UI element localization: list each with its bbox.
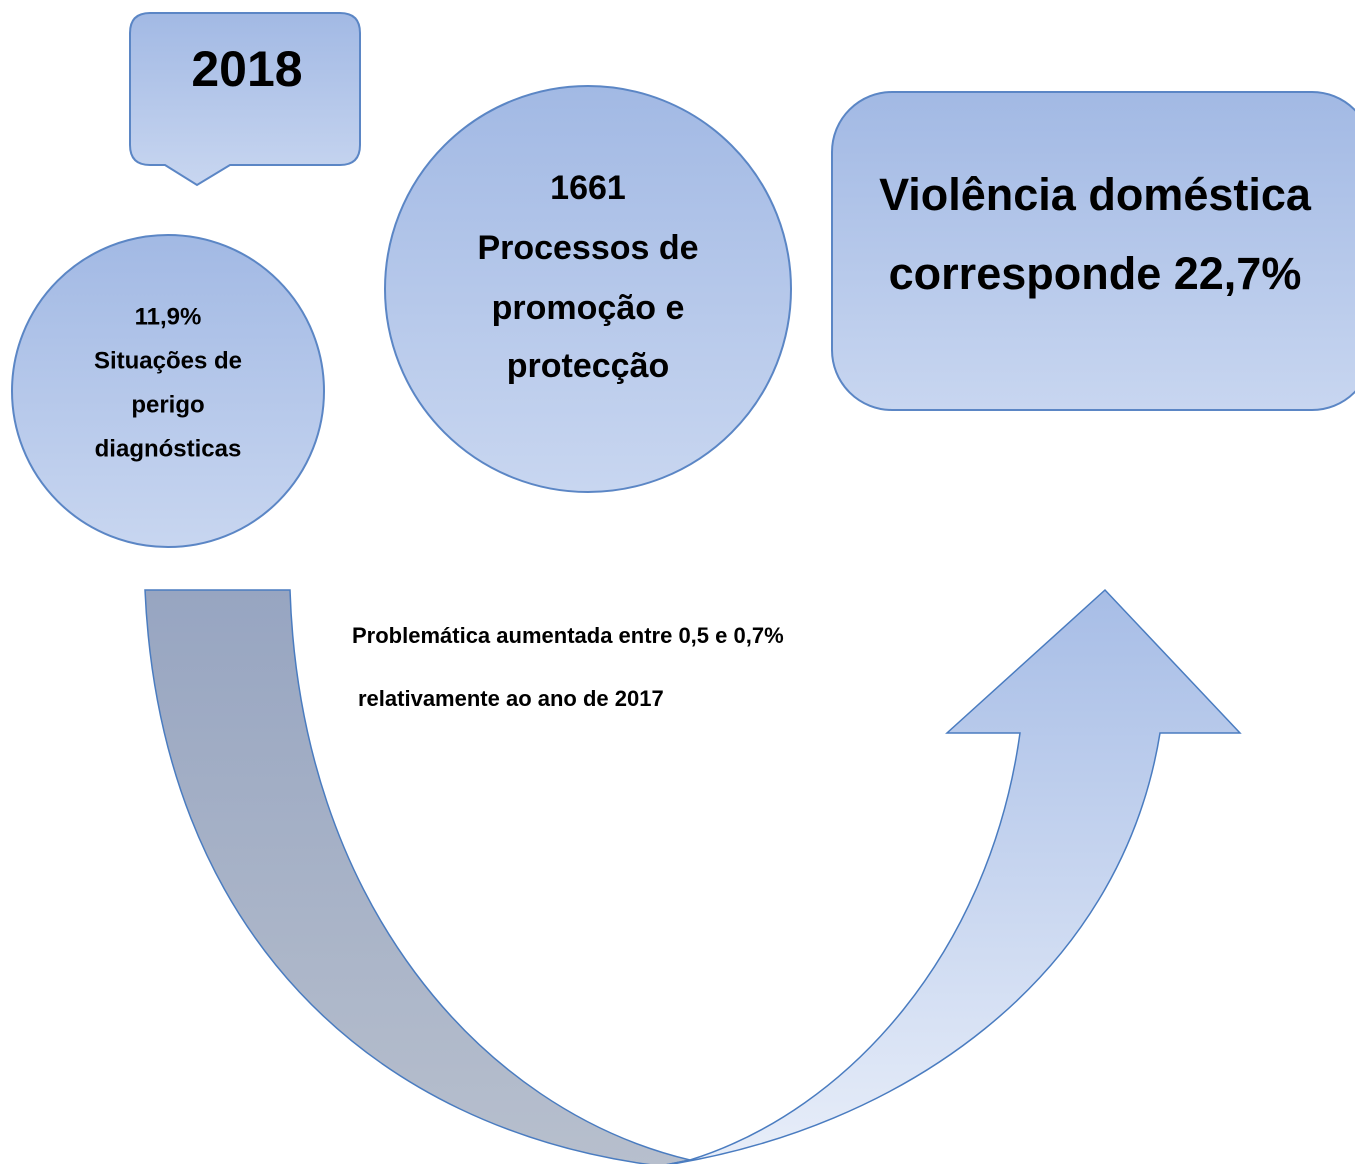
circle-text: perigo [131, 391, 204, 418]
box-text: Violência doméstica [879, 169, 1312, 220]
circle-text: 11,9% [135, 303, 202, 330]
large-circle [384, 85, 792, 493]
circle-text: promoção e [492, 289, 685, 327]
note-text: Problemática aumentada entre 0,5 e 0,7% [352, 623, 784, 648]
box [831, 91, 1355, 411]
small-circle [11, 234, 325, 548]
circle-text: protecção [507, 347, 670, 385]
box-text: corresponde 22,7% [889, 248, 1302, 299]
circle-text: Situações de [94, 347, 242, 374]
callout-shape [129, 12, 361, 187]
callout-label: 2018 [191, 41, 302, 97]
circle-text: Processos de [477, 229, 698, 267]
note-text: relativamente ao ano de 2017 [358, 686, 664, 711]
circle-text: diagnósticas [95, 435, 242, 462]
arrow-right [666, 588, 1242, 1164]
circle-text: 1661 [550, 169, 626, 207]
arrow-left-band [144, 589, 691, 1164]
